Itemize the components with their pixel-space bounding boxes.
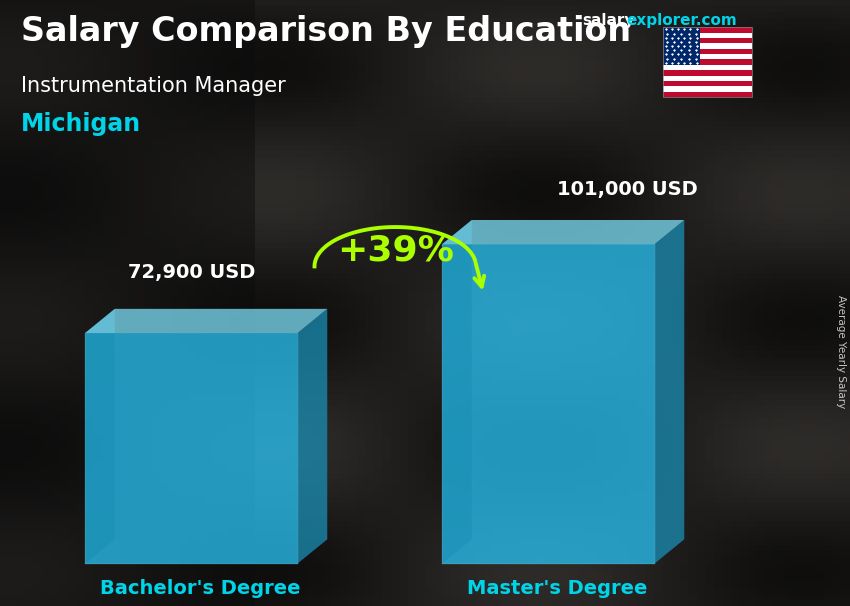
Bar	[663, 27, 752, 97]
Text: +39%: +39%	[337, 234, 454, 268]
Bar	[663, 76, 752, 81]
Polygon shape	[654, 220, 684, 564]
Text: 72,900 USD: 72,900 USD	[128, 262, 255, 282]
Bar	[663, 70, 752, 76]
Text: Bachelor's Degree: Bachelor's Degree	[100, 579, 300, 598]
Bar	[663, 54, 752, 59]
Text: Average Yearly Salary: Average Yearly Salary	[836, 295, 846, 408]
Text: explorer.com: explorer.com	[626, 13, 737, 28]
Bar	[663, 27, 752, 33]
Bar	[663, 48, 752, 54]
Text: Master's Degree: Master's Degree	[467, 579, 648, 598]
Bar	[663, 81, 752, 86]
Bar	[663, 86, 752, 92]
Bar	[663, 59, 752, 65]
Polygon shape	[0, 0, 255, 606]
Polygon shape	[442, 220, 472, 564]
Polygon shape	[442, 220, 684, 244]
Polygon shape	[442, 244, 654, 564]
Bar	[663, 38, 752, 44]
Polygon shape	[85, 309, 327, 333]
Bar	[663, 44, 752, 48]
Text: Instrumentation Manager: Instrumentation Manager	[21, 76, 286, 96]
Bar	[663, 92, 752, 97]
Polygon shape	[85, 333, 298, 564]
Text: 101,000 USD: 101,000 USD	[557, 180, 698, 199]
Polygon shape	[85, 309, 115, 564]
Text: Salary Comparison By Education: Salary Comparison By Education	[21, 15, 632, 48]
Bar	[663, 27, 700, 65]
Bar	[663, 33, 752, 38]
Text: Michigan: Michigan	[21, 112, 141, 136]
Polygon shape	[298, 309, 327, 564]
Text: salary: salary	[582, 13, 635, 28]
Bar	[663, 65, 752, 70]
